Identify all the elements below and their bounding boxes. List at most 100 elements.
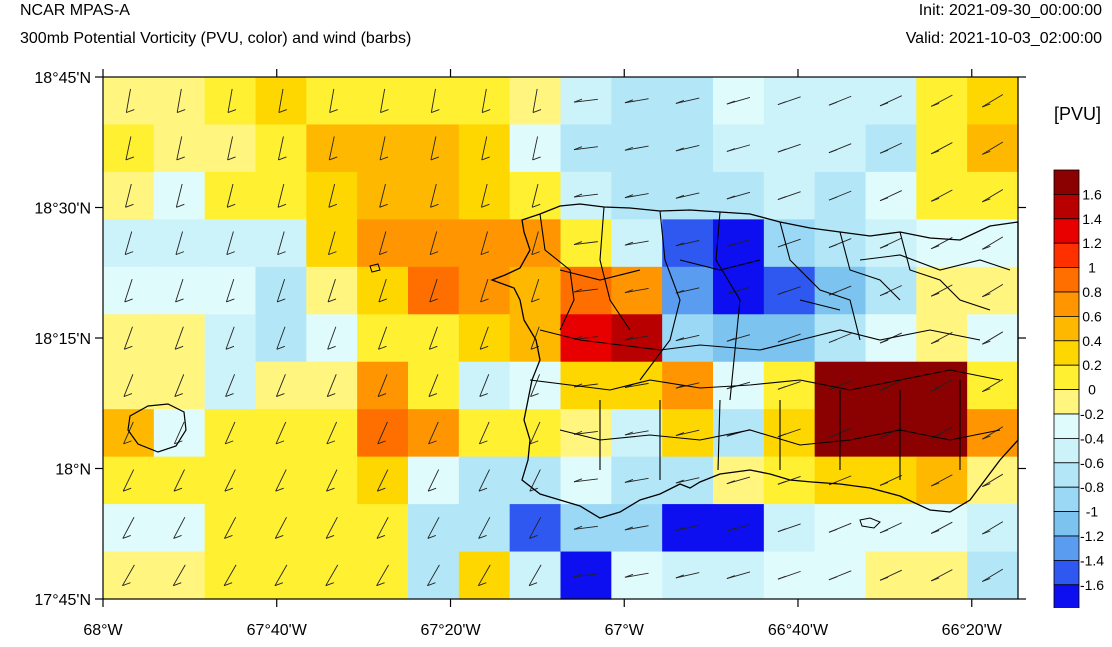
wind-barb-flag [429,298,438,303]
wind-barb-flag [427,487,437,492]
wind-barb [225,278,235,303]
wind-barb-flag [225,440,234,445]
wind-barb-flag [173,534,182,539]
wind-barb-flag [277,251,286,256]
wind-barb [478,469,490,492]
figure-subtitle: 300mb Potential Vorticity (PVU, color) a… [20,30,412,47]
wind-barb [529,517,542,539]
wind-barb-flag [278,109,287,113]
colorbar-box [1053,486,1080,513]
wind-barb [982,473,1004,487]
wind-barb-flag [930,150,940,155]
colorbar-label: 1.2 [1082,235,1102,251]
wind-barb [173,517,186,539]
wind-barb [573,193,598,198]
lat-tick-label: 18°15'N [34,331,91,348]
colorbar-label: -1.4 [1080,552,1104,568]
colorbar-label: 1.4 [1082,211,1102,227]
wind-barb [326,469,338,492]
wind-barb-flag [174,393,183,398]
wind-barb [175,231,183,255]
wind-barb-flag [982,198,991,203]
wind-barb [624,572,649,578]
wind-barb-flag [675,100,685,104]
wind-barb [624,288,649,294]
wind-barb [326,374,337,397]
wind-barb-flag [430,156,440,161]
wind-barb-flag [430,203,439,208]
wind-barb-flag [227,156,236,161]
lon-tick-label: 66°40'W [768,622,829,639]
wind-barb-flag [726,527,736,532]
lat-tick-label: 17°45'N [34,592,91,609]
wind-barb-flag [573,288,583,293]
wind-barb-flag [327,298,337,303]
wind-barb [930,521,953,534]
colorbar-box [1053,315,1080,342]
wind-barb [479,326,489,350]
wind-barb [226,231,234,255]
wind-barb-flag [124,298,133,303]
wind-barb [430,183,437,208]
wind-barb [675,524,700,531]
wind-barb-flag [573,525,583,530]
wind-barb [329,88,335,113]
wind-barb [122,469,135,492]
wind-barb-flag [173,582,182,587]
wind-barb [278,88,284,113]
wind-barb-flag [930,292,940,297]
wind-barb [122,564,135,586]
wind-barb [675,334,700,342]
wind-barb [624,525,649,531]
wind-barb-flag [429,345,438,350]
wind-barb-flag [532,109,542,113]
wind-barb-flag [828,196,838,201]
wind-barb-flag [326,487,335,492]
wind-barb [227,136,234,161]
wind-barb-flag [828,291,838,296]
wind-barb-flag [174,345,184,350]
wind-barb-flag [675,527,685,531]
wind-barb-flag [479,345,489,350]
wind-barb [930,569,953,582]
wind-barb [531,183,539,208]
wind-barb-flag [675,432,685,437]
wind-barb [275,469,287,492]
wind-barb [478,517,491,539]
wind-barb-flag [879,482,889,486]
wind-barb-flag [777,433,787,438]
wind-barb [276,326,286,350]
wind-barb-flag [573,241,583,245]
wind-barb [477,564,491,586]
wind-barb-flag [480,251,490,256]
wind-barb [624,193,649,199]
wind-barb [624,335,649,341]
wind-barb-flag [675,242,685,247]
wind-barb [277,183,285,208]
wind-barb [327,278,336,303]
wind-barb [427,517,440,539]
colorbar-label: -1 [1086,504,1099,520]
wind-barb-flag [828,101,838,106]
wind-barb-flag [573,383,583,388]
wind-barb-flag [624,479,634,483]
desecheo-island-outline [369,263,381,273]
wind-barb [175,278,184,303]
wind-barb-flag [431,109,440,113]
wind-barb-flag [532,203,541,208]
wind-barb-flag [930,102,940,107]
colorbar-label: -0.2 [1080,406,1104,422]
wind-barb-flag [675,337,685,342]
colorbar-box [1053,511,1080,537]
wind-barb-flag [573,478,583,483]
wind-barb [930,142,953,155]
colorbar-label: 0.2 [1082,357,1102,373]
wind-barb-flag [482,109,491,113]
wind-barb [377,374,388,397]
wind-barb-flag [828,433,838,438]
wind-barb [982,426,1004,440]
wind-barb-flag [675,479,685,484]
wind-barb [982,141,1004,155]
wind-barb-flag [326,440,336,445]
wind-barb-flag [275,440,285,445]
